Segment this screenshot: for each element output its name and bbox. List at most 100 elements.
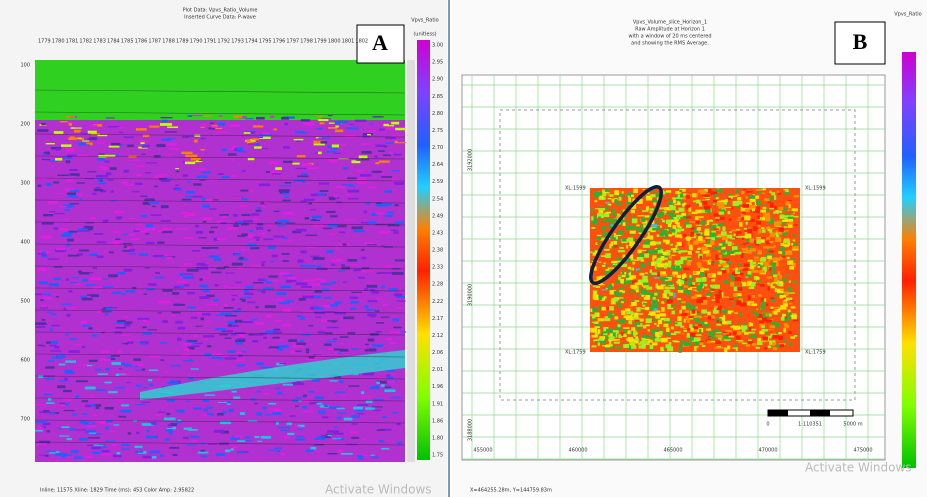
texture [313, 257, 325, 260]
attr-texture [764, 198, 769, 201]
attr-texture [622, 287, 626, 288]
texture [64, 378, 67, 381]
texture [372, 344, 383, 347]
texture [131, 353, 135, 354]
texture [260, 205, 265, 207]
texture [97, 142, 105, 144]
texture [278, 225, 285, 226]
attr-texture [757, 250, 762, 254]
top-axis-label: 1797 [286, 39, 299, 45]
top-axis-label: 1798 [300, 39, 313, 45]
texture [375, 145, 384, 147]
attr-texture [738, 264, 741, 266]
attr-texture [611, 241, 613, 246]
attr-texture [754, 312, 757, 315]
texture [205, 321, 213, 322]
texture [300, 265, 311, 267]
colorbar-tick: 2.90 [432, 77, 443, 83]
texture [101, 167, 111, 169]
texture [168, 382, 179, 384]
texture [263, 288, 273, 290]
texture [381, 176, 392, 178]
attr-texture [650, 194, 655, 197]
texture [199, 285, 208, 288]
colorbar-tick: 2.38 [432, 248, 443, 254]
texture [193, 115, 202, 116]
texture [257, 390, 261, 392]
texture [329, 160, 337, 163]
attr-texture [604, 249, 610, 251]
texture [53, 227, 58, 229]
texture [50, 350, 61, 351]
attr-texture [787, 260, 793, 264]
texture [268, 246, 276, 249]
texture [205, 353, 211, 356]
texture [224, 307, 234, 309]
texture [194, 140, 197, 143]
texture [317, 436, 325, 437]
texture [183, 276, 194, 279]
texture [195, 225, 199, 228]
attr-texture [684, 319, 686, 323]
attr-texture [750, 248, 757, 251]
texture [35, 421, 47, 423]
texture [141, 215, 147, 217]
texture [165, 438, 170, 440]
attr-texture [592, 345, 597, 347]
attr-texture [688, 258, 692, 260]
texture [279, 185, 291, 186]
corner-label: XL:1599 [565, 186, 586, 192]
attr-texture [779, 248, 785, 250]
attr-texture [765, 332, 767, 335]
texture [65, 371, 74, 373]
colorbar-tick: 2.28 [432, 282, 443, 288]
attr-texture [715, 217, 720, 218]
texture [365, 344, 369, 345]
texture [72, 414, 77, 416]
texture [66, 116, 75, 117]
attr-texture [665, 280, 669, 281]
texture [229, 409, 234, 412]
texture [203, 335, 214, 337]
texture [277, 220, 289, 223]
texture [334, 352, 337, 354]
texture [392, 170, 399, 171]
texture [389, 152, 394, 154]
attr-texture [721, 268, 725, 270]
texture [70, 173, 80, 176]
texture [325, 297, 332, 299]
texture [48, 360, 54, 362]
texture [142, 402, 151, 403]
texture [334, 195, 338, 198]
texture [391, 122, 399, 125]
texture [314, 307, 325, 309]
texture [98, 373, 108, 375]
texture [78, 144, 89, 145]
texture [248, 143, 258, 144]
texture [253, 218, 258, 221]
texture [306, 358, 318, 360]
texture [274, 211, 280, 212]
texture [92, 334, 98, 336]
texture [355, 410, 365, 412]
texture [303, 279, 314, 281]
attr-texture [658, 263, 665, 267]
attr-texture [758, 263, 763, 264]
attr-texture [634, 300, 639, 302]
texture [315, 396, 324, 399]
attr-texture [643, 303, 645, 305]
texture [314, 438, 325, 440]
attr-texture [688, 213, 690, 215]
attr-texture [725, 207, 732, 208]
texture [102, 311, 112, 312]
attr-texture [641, 216, 645, 220]
texture [362, 151, 372, 154]
attr-texture [677, 298, 681, 300]
attr-texture [687, 333, 690, 338]
texture [200, 278, 203, 281]
attr-texture [715, 335, 721, 337]
attr-texture [773, 258, 780, 261]
texture [227, 350, 235, 353]
texture [43, 214, 53, 216]
map-y-label: 3190000 [468, 284, 474, 306]
